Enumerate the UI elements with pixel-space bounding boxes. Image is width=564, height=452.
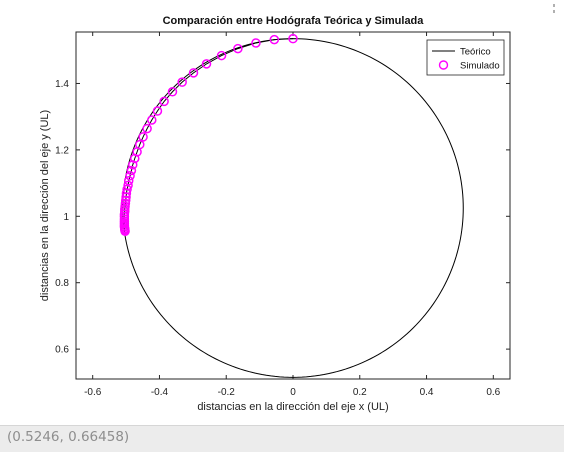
x-tick-label: 0.6 bbox=[486, 387, 500, 398]
series-simulado-point bbox=[216, 50, 227, 61]
series-simulado-point bbox=[152, 106, 163, 116]
y-axis-label: distancias en la dirección del eje y (UL… bbox=[39, 110, 51, 301]
legend-label-simulado: Simulado bbox=[460, 61, 500, 72]
chart-title: Comparación entre Hodógrafa Teórica y Si… bbox=[163, 15, 425, 27]
y-tick-label: 0.6 bbox=[55, 345, 69, 356]
legend-marker-simulado bbox=[438, 60, 449, 70]
window-edge-marks bbox=[553, 4, 555, 13]
x-axis: -0.6 -0.4 -0.2 0 0.2 0.4 0.6 bbox=[84, 32, 501, 398]
status-bar: (0.5246, 0.66458) bbox=[0, 425, 564, 452]
legend-box bbox=[426, 39, 505, 76]
y-tick-label: 1.4 bbox=[55, 79, 69, 90]
x-tick-label: 0 bbox=[290, 387, 296, 398]
legend[interactable]: Teórico Simulado bbox=[426, 39, 505, 76]
series-simulado-point bbox=[233, 43, 243, 54]
x-tick-label: 0.2 bbox=[353, 387, 367, 398]
series-simulado-point bbox=[121, 188, 132, 199]
series-simulado-point bbox=[128, 160, 138, 170]
window-edge-mark bbox=[553, 10, 555, 13]
series-simulado-point bbox=[147, 115, 157, 125]
x-tick-label: -0.4 bbox=[151, 387, 169, 398]
series-simulado-point bbox=[142, 123, 152, 134]
series-simulado-point bbox=[126, 165, 137, 176]
series-simulado-point bbox=[269, 34, 280, 45]
series-simulado-point bbox=[120, 226, 130, 236]
series-layer bbox=[119, 33, 464, 378]
series-simulado-point bbox=[159, 96, 169, 107]
series-simulado-point bbox=[138, 132, 148, 142]
series-simulado-point bbox=[123, 176, 134, 186]
x-tick-label: 0.4 bbox=[420, 387, 434, 398]
series-simulado-point bbox=[177, 77, 187, 87]
series-simulado-point bbox=[201, 59, 212, 69]
y-tick-label: 1 bbox=[63, 212, 69, 223]
legend-label-teorico: Teórico bbox=[460, 47, 491, 58]
y-axis: 0.6 0.8 1 1.2 1.4 bbox=[55, 79, 510, 356]
window-edge-mark bbox=[553, 4, 555, 7]
series-simulado-point bbox=[188, 68, 199, 78]
series-simulado-point bbox=[167, 87, 178, 97]
y-tick-label: 0.8 bbox=[55, 278, 69, 289]
cursor-coordinates: (0.5246, 0.66458) bbox=[7, 429, 130, 445]
y-tick-label: 1.2 bbox=[55, 145, 69, 156]
series-simulado-point bbox=[288, 33, 298, 44]
x-tick-label: -0.2 bbox=[218, 387, 236, 398]
series-simulado-point bbox=[251, 38, 261, 48]
series-simulado-point bbox=[130, 153, 140, 164]
x-axis-label: distancias en la dirección del eje x (UL… bbox=[197, 401, 388, 413]
x-tick-label: -0.6 bbox=[84, 387, 102, 398]
plot-area bbox=[75, 31, 511, 380]
series-simulado-point bbox=[121, 192, 131, 202]
series-simulado-point bbox=[125, 171, 135, 181]
